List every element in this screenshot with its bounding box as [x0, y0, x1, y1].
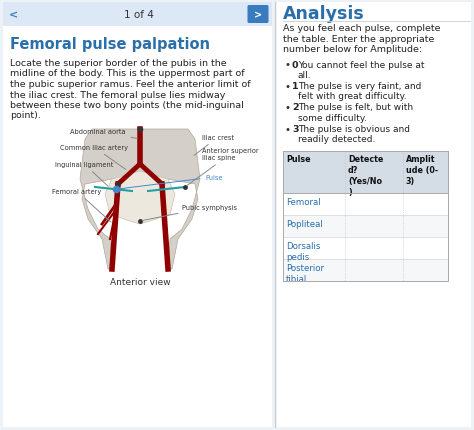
- Text: readily detected.: readily detected.: [298, 135, 375, 144]
- Text: •: •: [285, 60, 291, 71]
- Text: >: >: [254, 10, 262, 20]
- Text: the iliac crest. The femoral pulse lies midway: the iliac crest. The femoral pulse lies …: [10, 90, 225, 99]
- Text: Analysis: Analysis: [283, 5, 365, 23]
- Text: point).: point).: [10, 111, 41, 120]
- Bar: [3, 3, 272, 27]
- Text: Popliteal: Popliteal: [286, 220, 323, 229]
- Text: Locate the superior border of the pubis in the: Locate the superior border of the pubis …: [10, 59, 227, 68]
- Polygon shape: [105, 172, 175, 224]
- Text: Amplit
ude (0-
3): Amplit ude (0- 3): [406, 155, 438, 186]
- Text: As you feel each pulse, complete: As you feel each pulse, complete: [283, 24, 440, 33]
- Text: Femoral pulse palpation: Femoral pulse palpation: [10, 37, 210, 52]
- Text: Abdominal aorta: Abdominal aorta: [70, 129, 137, 139]
- Bar: [283, 152, 448, 194]
- Text: •: •: [285, 82, 291, 92]
- Text: 2: 2: [292, 103, 299, 112]
- Text: The pulse is very faint, and: The pulse is very faint, and: [298, 82, 421, 91]
- Text: Anterior superior
iliac spine: Anterior superior iliac spine: [187, 148, 259, 186]
- Text: between these two bony points (the mid-inguinal: between these two bony points (the mid-i…: [10, 101, 244, 110]
- Text: Femoral artery: Femoral artery: [52, 189, 111, 223]
- Text: 1: 1: [292, 82, 299, 91]
- Text: •: •: [285, 103, 291, 113]
- Text: The pulse is obvious and: The pulse is obvious and: [298, 124, 410, 133]
- Text: all.: all.: [298, 71, 311, 80]
- Bar: [283, 194, 448, 216]
- Text: The pulse is felt, but with: The pulse is felt, but with: [298, 103, 413, 112]
- Text: Pulse: Pulse: [286, 155, 310, 164]
- Text: Anterior view: Anterior view: [109, 277, 170, 286]
- Text: the table. Enter the appropriate: the table. Enter the appropriate: [283, 34, 434, 43]
- Text: 3: 3: [292, 124, 299, 133]
- Text: Posterior
tibial: Posterior tibial: [286, 264, 324, 283]
- Polygon shape: [80, 130, 200, 269]
- Text: the pubic superior ramus. Feel the anterior limit of: the pubic superior ramus. Feel the anter…: [10, 80, 251, 89]
- Bar: [277, 3, 471, 427]
- Text: •: •: [285, 124, 291, 135]
- Text: Detecte
d?
(Yes/No
): Detecte d? (Yes/No ): [348, 155, 383, 197]
- Text: felt with great difficulty.: felt with great difficulty.: [298, 92, 407, 101]
- Bar: [283, 238, 448, 260]
- Text: Dorsalis
pedis: Dorsalis pedis: [286, 242, 320, 261]
- FancyBboxPatch shape: [247, 6, 268, 24]
- Text: Pubic symphysis: Pubic symphysis: [143, 205, 237, 221]
- Text: <: <: [9, 10, 18, 20]
- Text: number below for Amplitude:: number below for Amplitude:: [283, 45, 422, 54]
- Text: some difficulty.: some difficulty.: [298, 113, 367, 122]
- Text: Femoral: Femoral: [286, 198, 320, 207]
- Text: Iliac crest: Iliac crest: [194, 135, 234, 156]
- Text: 1 of 4: 1 of 4: [124, 10, 154, 20]
- Text: Pulse: Pulse: [121, 175, 222, 189]
- Text: midline of the body. This is the uppermost part of: midline of the body. This is the uppermo…: [10, 69, 245, 78]
- Bar: [283, 260, 448, 282]
- Text: Inguinal ligament: Inguinal ligament: [55, 162, 113, 187]
- Text: 0: 0: [292, 60, 299, 69]
- Text: Common iliac artery: Common iliac artery: [60, 144, 128, 170]
- Bar: [3, 3, 272, 427]
- Bar: [283, 216, 448, 238]
- Bar: [283, 152, 448, 282]
- Text: You cannot feel the pulse at: You cannot feel the pulse at: [298, 60, 425, 69]
